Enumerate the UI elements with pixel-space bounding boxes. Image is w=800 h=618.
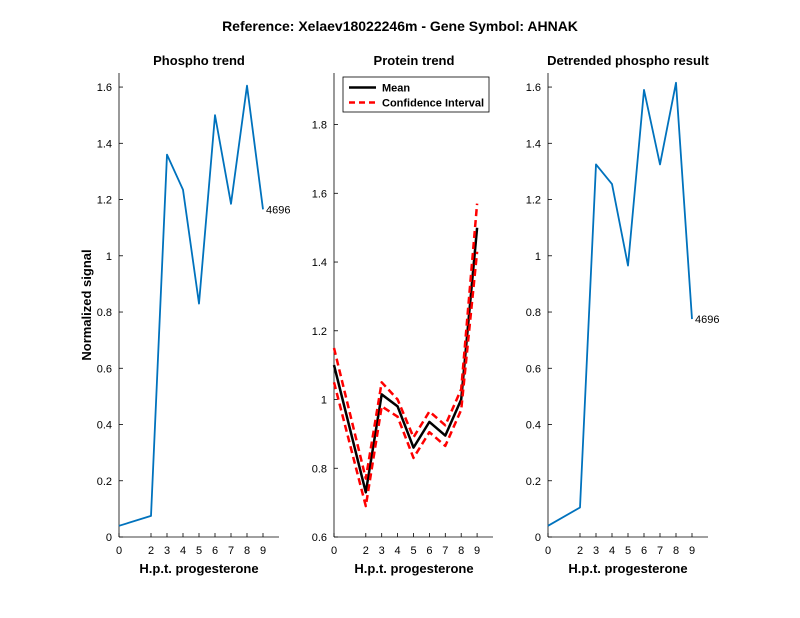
series-end-label: 4696 [266,204,290,216]
series-line-4696 [547,81,693,527]
x-tick-label: 4 [395,545,401,557]
detrended-phospho-panel: Detrended phospho result 0 0.2 0.4 0.6 0.8 1 1… [526,53,720,576]
y-axis-label: Normalized signal [79,249,94,360]
plot-area: 4696 [547,81,719,527]
x-tick-label: 0 [116,545,122,557]
x-tick-label: 0 [545,545,551,557]
y-tick-label: 1.2 [312,326,327,338]
y-tick-label: 0.6 [526,363,541,375]
x-tick-label: 4 [180,545,186,557]
panel-title: Protein trend [374,53,455,68]
y-tick-label: 0.2 [97,476,112,488]
ticks-group: 0 0.2 0.4 0.6 0.8 1 1.2 1.4 1.6 0 2 3 4 5 6 7 8 9 [97,82,266,557]
x-tick-label: 8 [458,545,464,557]
plot-area [332,203,479,508]
x-axis-label: H.p.t. progesterone [139,561,258,576]
x-tick-label: 0 [331,545,337,557]
x-tick-label: 2 [363,545,369,557]
y-tick-label: 0.2 [526,476,541,488]
y-tick-label: 0.8 [526,307,541,319]
y-tick-label: 1.2 [97,195,112,207]
y-tick-label: 0.8 [97,307,112,319]
y-tick-label: 1 [535,251,541,263]
y-tick-label: 0 [106,532,112,544]
y-tick-label: 1.6 [312,188,327,200]
x-tick-label: 5 [410,545,416,557]
series-line-confidence-interval-lower [332,251,479,508]
x-tick-label: 6 [212,545,218,557]
x-tick-label: 4 [609,545,615,557]
x-tick-label: 5 [196,545,202,557]
plot-area: 4696 [118,84,290,527]
y-tick-label: 1.6 [97,82,112,94]
x-tick-label: 7 [442,545,448,557]
y-tick-label: 1.4 [97,138,112,150]
y-tick-label: 0.6 [97,363,112,375]
x-tick-label: 7 [657,545,663,557]
series-line-4696 [118,84,264,527]
x-tick-label: 6 [641,545,647,557]
legend-ci-label: Confidence Interval [382,98,484,110]
y-tick-label: 0.4 [526,420,541,432]
x-tick-label: 9 [474,545,480,557]
protein-trend-panel: Protein trend 0.6 0.8 1 1.2 1.4 1.6 1.8 0 2 3 4 5 6 7… [312,53,493,576]
phospho-trend-panel: Phospho trend 0 0.2 0.4 0.6 0.8 1 1.2 1.4 1.6 0 2 3… [79,53,290,576]
y-tick-label: 1.2 [526,195,541,207]
x-tick-label: 3 [164,545,170,557]
x-tick-label: 3 [593,545,599,557]
x-tick-label: 8 [244,545,250,557]
series-line-confidence-interval [332,203,479,480]
legend-box [342,76,490,113]
y-tick-label: 1 [321,395,327,407]
series-end-label: 4696 [695,314,719,326]
y-tick-label: 1 [106,251,112,263]
y-tick-label: 0.8 [312,463,327,475]
x-axis-label: H.p.t. progesterone [568,561,687,576]
figure-suptitle: Reference: Xelaev18022246m - Gene Symbol… [222,18,578,34]
x-tick-label: 2 [148,545,154,557]
y-tick-label: 0 [535,532,541,544]
x-tick-label: 5 [625,545,631,557]
y-tick-label: 1.4 [312,257,327,269]
x-tick-label: 2 [577,545,583,557]
ticks-group: 0.6 0.8 1 1.2 1.4 1.6 1.8 0 2 3 4 5 6 7 8 9 [312,120,480,557]
x-tick-label: 6 [426,545,432,557]
y-tick-label: 0.6 [312,532,327,544]
panel-title: Detrended phospho result [547,53,709,68]
x-tick-label: 3 [379,545,385,557]
y-tick-label: 1.6 [526,82,541,94]
x-tick-label: 9 [260,545,266,557]
x-tick-label: 8 [673,545,679,557]
series-line-mean [332,227,479,494]
x-tick-label: 9 [689,545,695,557]
panel-title: Phospho trend [153,53,245,68]
y-tick-label: 1.4 [526,138,541,150]
y-tick-label: 1.8 [312,120,327,132]
legend-mean-label: Mean [382,83,410,95]
y-tick-label: 0.4 [97,420,112,432]
legend: Mean Confidence Interval [342,76,490,113]
x-tick-label: 7 [228,545,234,557]
ticks-group: 0 0.2 0.4 0.6 0.8 1 1.2 1.4 1.6 0 2 3 4 5 6 7 8 9 [526,82,695,557]
x-axis-label: H.p.t. progesterone [354,561,473,576]
